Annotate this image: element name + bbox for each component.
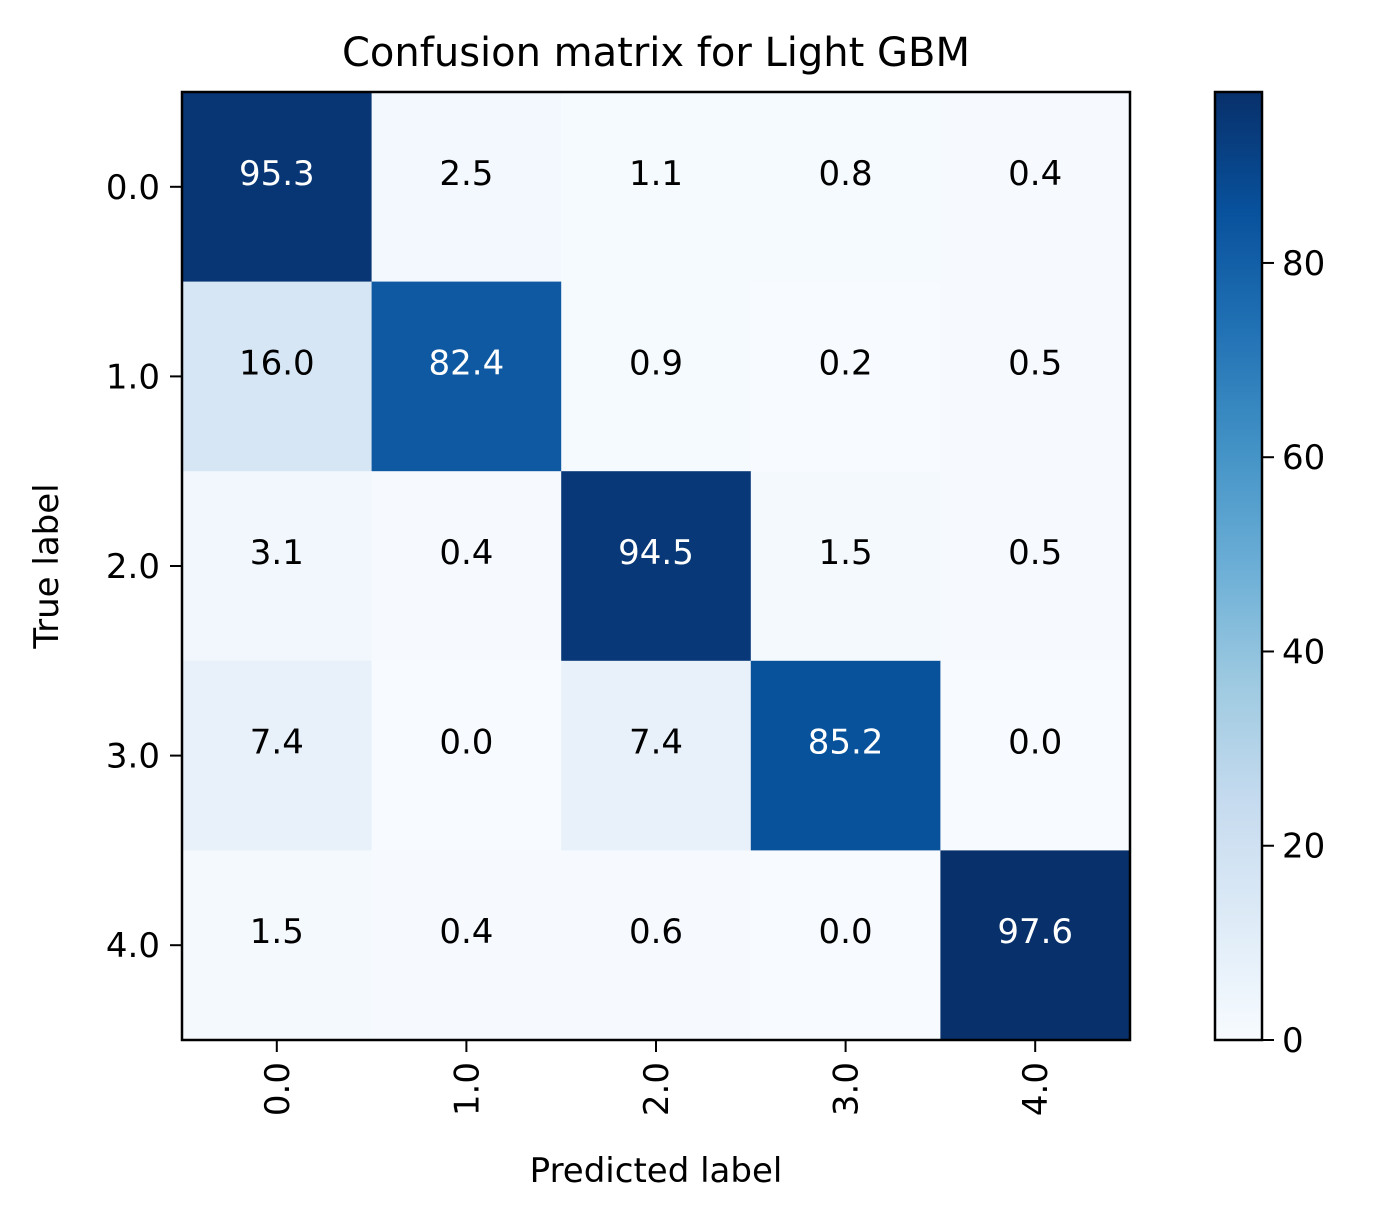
x-tick-label: 1.0 (447, 1062, 487, 1116)
heatmap-cell (182, 281, 373, 472)
cell-value-label: 97.6 (997, 912, 1073, 952)
cell-value-label: 0.0 (439, 723, 493, 763)
x-tick-label: 4.0 (1016, 1062, 1056, 1116)
cell-value-label: 0.5 (1008, 343, 1062, 383)
cell-value-label: 0.8 (819, 154, 873, 194)
cell-value-label: 0.9 (629, 343, 683, 383)
heatmap-cell (750, 660, 941, 851)
colorbar-tick-label: 80 (1282, 244, 1325, 284)
heatmap-cell (371, 660, 562, 851)
colorbar-tick-label: 40 (1282, 632, 1325, 672)
colorbar-tick-label: 20 (1282, 827, 1325, 867)
cell-value-label: 85.2 (808, 723, 884, 763)
cell-value-label: 16.0 (239, 343, 315, 383)
x-tick-label: 2.0 (637, 1062, 677, 1116)
colorbar-tick-label: 0 (1282, 1021, 1304, 1061)
heatmap-cell (940, 281, 1131, 472)
colorbar (1213, 90, 1264, 1042)
heatmap-cell (561, 281, 752, 472)
x-axis-ticks: 0.0 1.0 2.0 3.0 4.0 (258, 1040, 1056, 1116)
cell-value-label: 0.5 (1008, 533, 1062, 573)
x-axis-label: Predicted label (530, 1151, 783, 1191)
y-tick-label: 2.0 (106, 547, 160, 587)
x-tick-label: 3.0 (827, 1062, 867, 1116)
cell-value-label: 3.1 (250, 533, 304, 573)
cell-value-label: 0.0 (819, 912, 873, 952)
cell-value-label: 7.4 (629, 723, 683, 763)
cell-value-label: 0.4 (439, 533, 493, 573)
heatmap-cell-labels: 95.3 2.5 1.1 0.8 0.4 16.0 82.4 0.9 0.2 0.5 3.1 0.4 9… (239, 154, 1073, 952)
heatmap-cell (750, 850, 941, 1041)
heatmap-cell (182, 850, 373, 1041)
heatmap-cell (182, 471, 373, 662)
cell-value-label: 1.5 (250, 912, 304, 952)
cell-value-label: 0.0 (1008, 723, 1062, 763)
cell-value-label: 82.4 (429, 343, 505, 383)
cell-value-label: 7.4 (250, 723, 304, 763)
heatmap-cell (371, 281, 562, 472)
y-tick-label: 4.0 (106, 926, 160, 966)
heatmap-cell (750, 92, 941, 283)
x-tick-label: 0.0 (258, 1062, 298, 1116)
cell-value-label: 0.4 (439, 912, 493, 952)
y-tick-label: 0.0 (106, 168, 160, 208)
colorbar-tick-label: 60 (1282, 438, 1325, 478)
heatmap-cell (750, 471, 941, 662)
cell-value-label: 94.5 (618, 533, 694, 573)
y-tick-label: 3.0 (106, 737, 160, 777)
heatmap-cell (371, 471, 562, 662)
cell-value-label: 0.2 (819, 343, 873, 383)
heatmap-cell (561, 850, 752, 1041)
heatmap-cell (371, 92, 562, 283)
heatmap-cell (940, 471, 1131, 662)
cell-value-label: 0.6 (629, 912, 683, 952)
y-tick-label: 1.0 (106, 357, 160, 397)
heatmap-cell (561, 92, 752, 283)
chart-title: Confusion matrix for Light GBM (342, 30, 970, 76)
colorbar-ticks: 0 20 40 60 80 (1262, 244, 1325, 1061)
heatmap-cell (561, 471, 752, 662)
y-axis-ticks: 0.0 1.0 2.0 3.0 4.0 (106, 168, 182, 966)
y-axis-label: True label (27, 483, 67, 649)
cell-value-label: 1.5 (819, 533, 873, 573)
heatmap-cell (371, 850, 562, 1041)
cell-value-label: 2.5 (439, 154, 493, 194)
heatmap-cell (182, 660, 373, 851)
heatmap-cell (940, 660, 1131, 851)
heatmap-cell (182, 92, 373, 283)
cell-value-label: 1.1 (629, 154, 683, 194)
cell-value-label: 95.3 (239, 154, 315, 194)
heatmap-cell (561, 660, 752, 851)
cell-value-label: 0.4 (1008, 154, 1062, 194)
heatmap-cell (940, 92, 1131, 283)
heatmap-cell (940, 850, 1131, 1041)
heatmap-cell (750, 281, 941, 472)
heatmap-cells (182, 92, 1131, 1041)
